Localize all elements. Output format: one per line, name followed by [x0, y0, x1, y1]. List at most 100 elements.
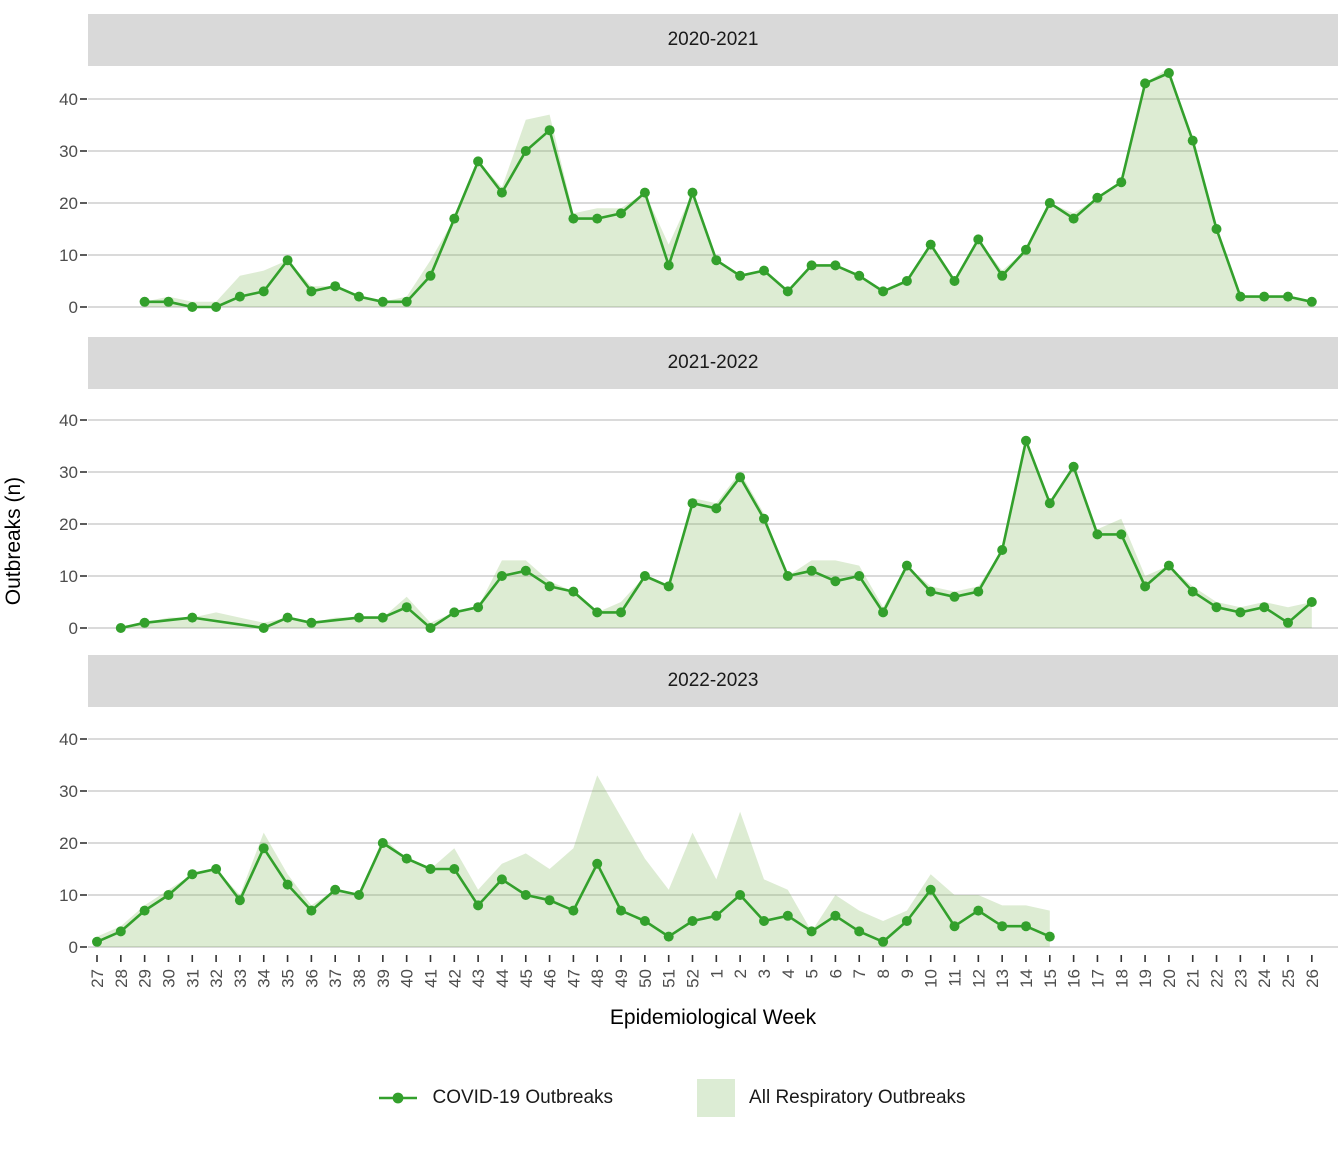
- x-tick-label-week-7: 7: [850, 969, 869, 978]
- covid-point-week-47: [568, 213, 579, 224]
- covid-point-week-45: [520, 890, 531, 900]
- covid-point-week-40: [401, 602, 412, 613]
- covid-point-week-37: [330, 884, 341, 895]
- covid-point-week-22: [1211, 224, 1222, 234]
- covid-point-week-25: [1283, 617, 1293, 628]
- x-axis-title: Epidemiological Week: [609, 1006, 817, 1029]
- x-tick-label-week-44: 44: [493, 969, 512, 988]
- covid-point-week-26: [1306, 597, 1317, 607]
- y-tick-label: 40: [59, 90, 78, 109]
- covid-point-week-24: [1259, 602, 1270, 613]
- covid-point-week-9: [901, 276, 912, 286]
- covid-point-week-51: [663, 931, 674, 942]
- facet-title: 2021-2022: [667, 352, 759, 373]
- legend: COVID-19 Outbreaks All Respiratory Outbr…: [0, 1068, 1344, 1128]
- covid-point-week-52: [687, 498, 698, 509]
- covid-point-week-13: [997, 921, 1008, 932]
- covid-point-week-29: [139, 296, 150, 307]
- x-tick-label-week-48: 48: [588, 969, 607, 988]
- x-tick-label-week-3: 3: [755, 969, 774, 978]
- covid-point-week-21: [1187, 135, 1198, 146]
- covid-point-week-42: [449, 864, 460, 874]
- covid-point-week-25: [1283, 291, 1293, 302]
- covid-point-week-48: [592, 607, 603, 618]
- y-tick-label: 20: [59, 834, 78, 853]
- covid-point-week-18: [1116, 529, 1127, 540]
- covid-point-week-17: [1092, 192, 1103, 203]
- covid-point-week-41: [425, 623, 436, 633]
- covid-point-week-19: [1140, 78, 1151, 89]
- x-tick-label-week-22: 22: [1208, 969, 1227, 988]
- covid-point-week-39: [377, 612, 388, 623]
- x-tick-label-week-6: 6: [826, 969, 845, 978]
- area-fill-key-icon: [697, 1079, 736, 1117]
- covid-line-key-icon: [379, 1092, 418, 1104]
- covid-point-week-16: [1068, 213, 1079, 224]
- covid-point-week-38: [354, 612, 364, 623]
- covid-point-week-1: [711, 255, 722, 266]
- covid-point-week-5: [806, 926, 817, 937]
- covid-point-week-23: [1235, 291, 1246, 302]
- x-tick-label-week-52: 52: [684, 969, 703, 988]
- x-tick-label-week-42: 42: [445, 969, 464, 988]
- covid-point-week-7: [854, 571, 865, 581]
- x-tick-label-week-19: 19: [1136, 969, 1155, 988]
- legend-label-all-respiratory: All Respiratory Outbreaks: [749, 1087, 966, 1108]
- x-tick-label-week-11: 11: [946, 969, 965, 987]
- covid-point-week-43: [473, 602, 484, 613]
- covid-point-week-10: [925, 586, 936, 597]
- y-tick-label: 0: [69, 938, 78, 955]
- covid-point-week-46: [544, 581, 555, 592]
- covid-point-week-37: [330, 281, 341, 292]
- covid-point-week-52: [687, 187, 698, 198]
- x-tick-label-week-51: 51: [660, 969, 679, 988]
- covid-point-week-20: [1163, 560, 1174, 571]
- covid-point-week-36: [306, 617, 317, 628]
- legend-entry-all-respiratory: All Respiratory Outbreaks: [697, 1079, 966, 1117]
- covid-point-week-19: [1140, 581, 1151, 592]
- covid-point-week-52: [687, 916, 698, 926]
- covid-point-week-30: [163, 296, 174, 307]
- covid-point-week-14: [1021, 435, 1031, 446]
- covid-point-week-39: [377, 296, 388, 307]
- covid-point-week-22: [1211, 602, 1222, 613]
- covid-point-week-14: [1021, 921, 1031, 932]
- x-tick-label-week-18: 18: [1112, 969, 1131, 988]
- facet-panel-2021-2022: 0 10 20 30 40: [59, 411, 1338, 638]
- facet-header-2020-2021: 2020-2021: [88, 14, 1338, 66]
- covid-point-week-4: [782, 571, 793, 581]
- x-tick-label-week-46: 46: [541, 969, 560, 988]
- covid-point-week-31: [187, 302, 198, 312]
- covid-point-week-1: [711, 503, 722, 514]
- x-tick-label-week-17: 17: [1088, 969, 1107, 988]
- x-tick-label-week-21: 21: [1184, 969, 1203, 988]
- covid-point-week-33: [234, 895, 245, 906]
- x-tick-label-week-24: 24: [1255, 969, 1274, 988]
- y-tick-label: 10: [59, 246, 78, 265]
- covid-point-week-5: [806, 260, 817, 271]
- x-tick-label-week-28: 28: [112, 969, 131, 988]
- covid-point-week-2: [735, 270, 746, 281]
- covid-point-week-10: [925, 239, 936, 250]
- covid-point-week-50: [639, 571, 650, 581]
- covid-point-week-43: [473, 156, 484, 167]
- covid-point-week-45: [520, 146, 531, 156]
- x-tick-label-week-39: 39: [374, 969, 393, 988]
- y-tick-label: 30: [59, 142, 78, 161]
- covid-point-week-35: [282, 255, 293, 266]
- covid-point-week-6: [830, 260, 841, 271]
- x-tick-label-week-41: 41: [421, 969, 440, 988]
- covid-point-week-38: [354, 890, 364, 900]
- covid-point-week-3: [759, 513, 769, 524]
- covid-point-week-5: [806, 565, 817, 576]
- covid-point-week-6: [830, 910, 841, 921]
- covid-point-week-4: [782, 286, 793, 297]
- x-tick-label-week-13: 13: [993, 969, 1012, 988]
- covid-point-week-29: [139, 617, 150, 628]
- all-respiratory-area: [97, 775, 1050, 947]
- y-tick-label: 20: [59, 194, 78, 213]
- covid-point-week-50: [639, 187, 650, 198]
- covid-point-week-2: [735, 472, 746, 483]
- covid-point-week-49: [616, 607, 626, 618]
- x-tick-label-week-12: 12: [969, 969, 988, 988]
